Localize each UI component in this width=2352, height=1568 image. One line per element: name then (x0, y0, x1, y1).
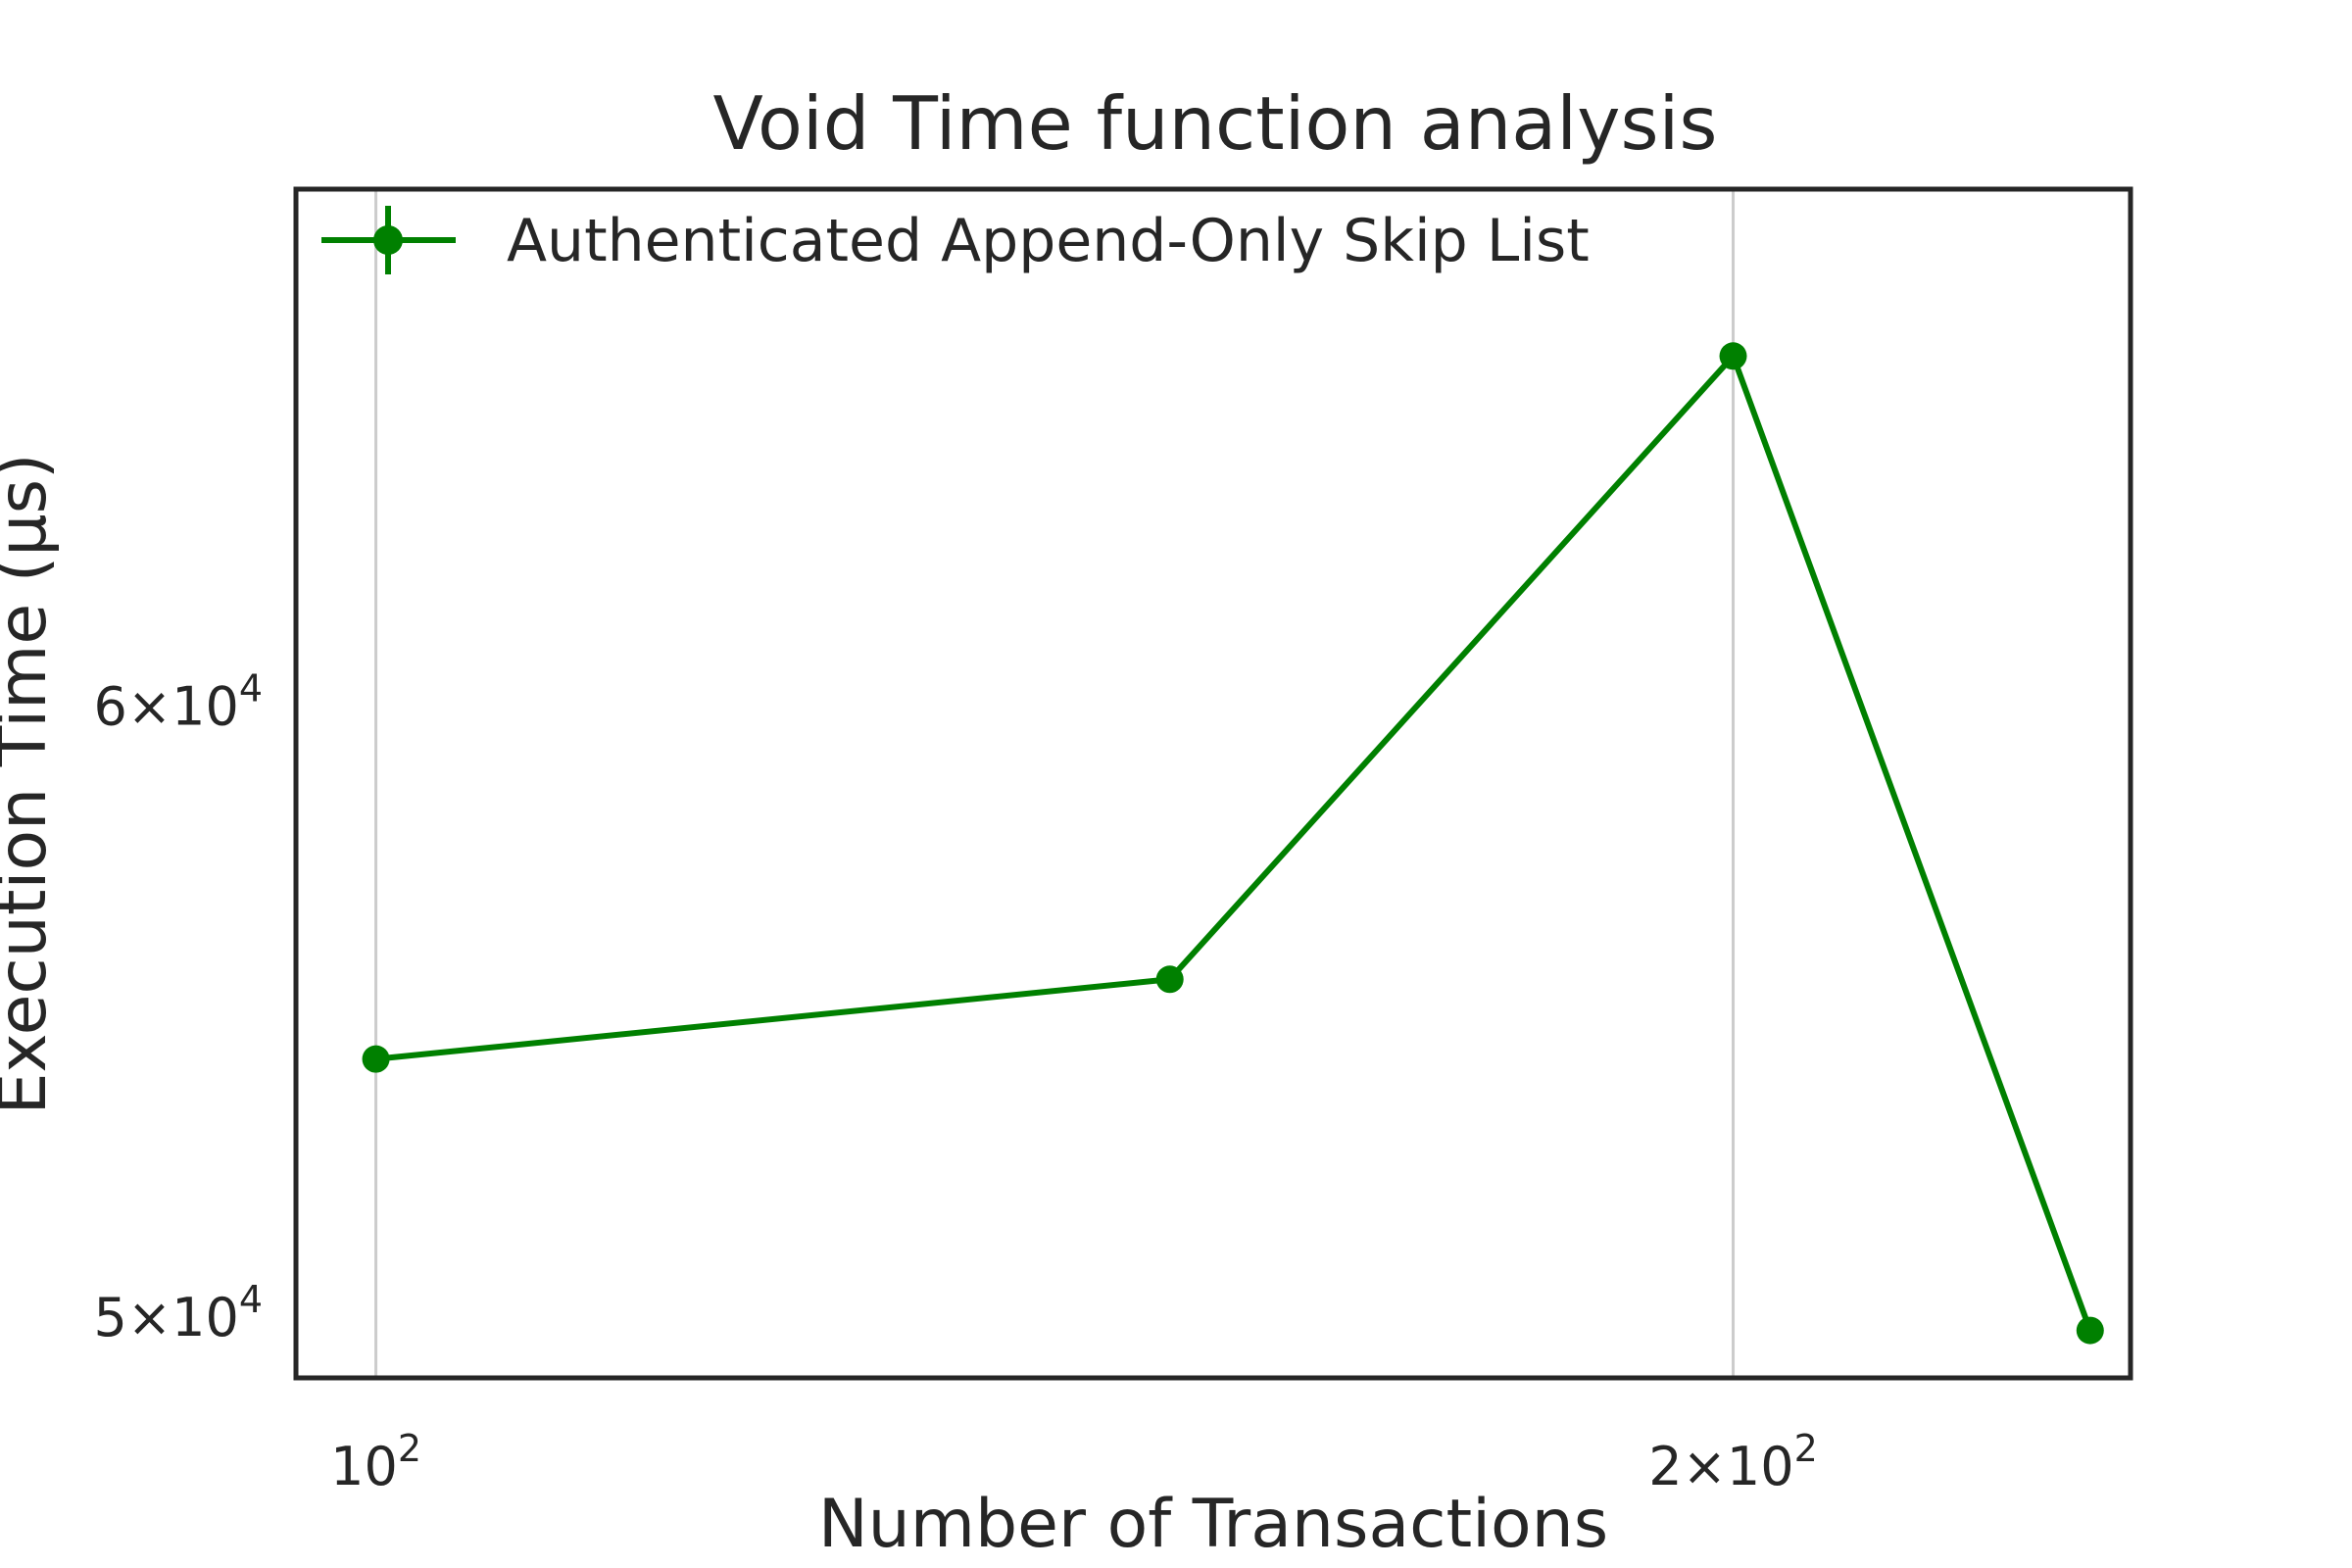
series-layer (362, 342, 2104, 1345)
y-ticks: 5×104 6×104 (93, 666, 263, 1348)
data-point (362, 1045, 390, 1073)
data-point (1155, 965, 1184, 994)
y-tick-label: 5×104 (93, 1278, 263, 1348)
data-point (1719, 342, 1747, 370)
legend-marker-swatch (373, 225, 403, 255)
x-axis-label: Number of Transactions (818, 1486, 1608, 1563)
x-tick-label: 102 (330, 1427, 421, 1497)
grid (374, 189, 1736, 1378)
y-tick-label: 6×104 (93, 666, 263, 737)
legend-entry-label: Authenticated Append-Only Skip List (507, 207, 1590, 275)
plot-frame (293, 186, 2133, 1381)
y-axis-label: Execution Time (μs) (0, 453, 62, 1114)
x-ticks: 102 2×102 (330, 1427, 1818, 1497)
chart-title: Void Time function analysis (713, 80, 1718, 167)
data-point (2076, 1316, 2104, 1345)
legend: Authenticated Append-Only Skip List (321, 206, 1590, 275)
x-tick-label: 2×102 (1648, 1427, 1818, 1497)
series-line (375, 353, 2093, 1332)
